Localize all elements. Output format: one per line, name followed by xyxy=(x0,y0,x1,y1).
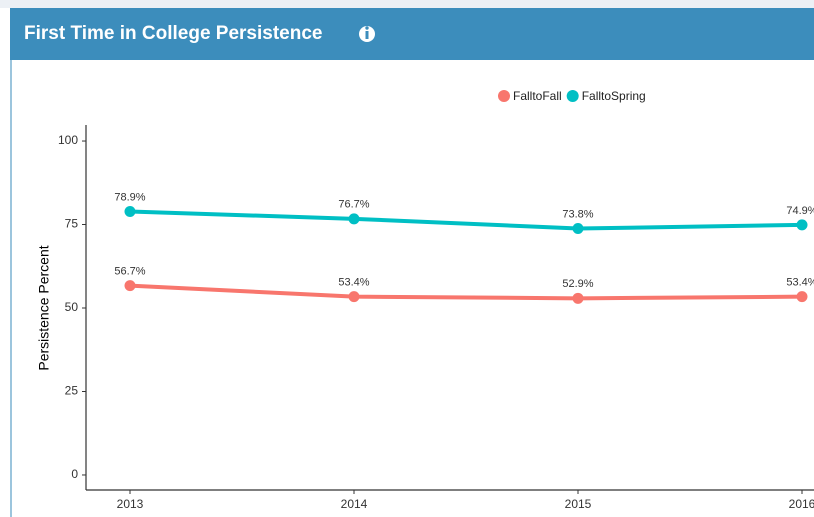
y-tick-label: 75 xyxy=(65,217,79,231)
data-label: 52.9% xyxy=(562,278,593,290)
x-tick-label: 2013 xyxy=(117,497,144,511)
panel-title: First Time in College Persistence xyxy=(24,23,322,44)
y-tick-label: 100 xyxy=(58,133,78,147)
point xyxy=(572,292,584,304)
point xyxy=(796,219,808,231)
y-axis-label: Persistence Percent xyxy=(36,245,52,370)
point xyxy=(796,291,808,303)
x-tick-label: 2014 xyxy=(341,497,368,511)
point xyxy=(124,205,136,217)
data-label: 56.7% xyxy=(114,266,145,278)
panel-header xyxy=(10,8,814,60)
data-label: 73.8% xyxy=(562,208,593,220)
legend-marker xyxy=(498,90,510,102)
point xyxy=(572,223,584,235)
data-label: 53.4% xyxy=(786,277,814,289)
legend-label: FalltoFall xyxy=(513,89,562,103)
top-strip xyxy=(0,0,814,8)
info-icon[interactable] xyxy=(359,26,375,42)
point xyxy=(348,291,360,303)
legend-label: FalltoSpring xyxy=(582,89,646,103)
y-tick-label: 50 xyxy=(65,300,79,314)
data-label: 53.4% xyxy=(338,277,369,289)
data-label: 74.9% xyxy=(786,205,814,217)
data-label: 76.7% xyxy=(338,199,369,211)
point xyxy=(124,280,136,292)
line xyxy=(129,283,803,301)
x-tick-label: 2016 xyxy=(789,497,814,511)
y-tick-label: 25 xyxy=(65,384,79,398)
data-label: 78.9% xyxy=(114,191,145,203)
line xyxy=(129,209,803,231)
legend-marker xyxy=(566,90,579,102)
x-tick-label: 2015 xyxy=(565,497,592,511)
point xyxy=(348,213,360,225)
y-tick-label: 0 xyxy=(71,467,78,481)
